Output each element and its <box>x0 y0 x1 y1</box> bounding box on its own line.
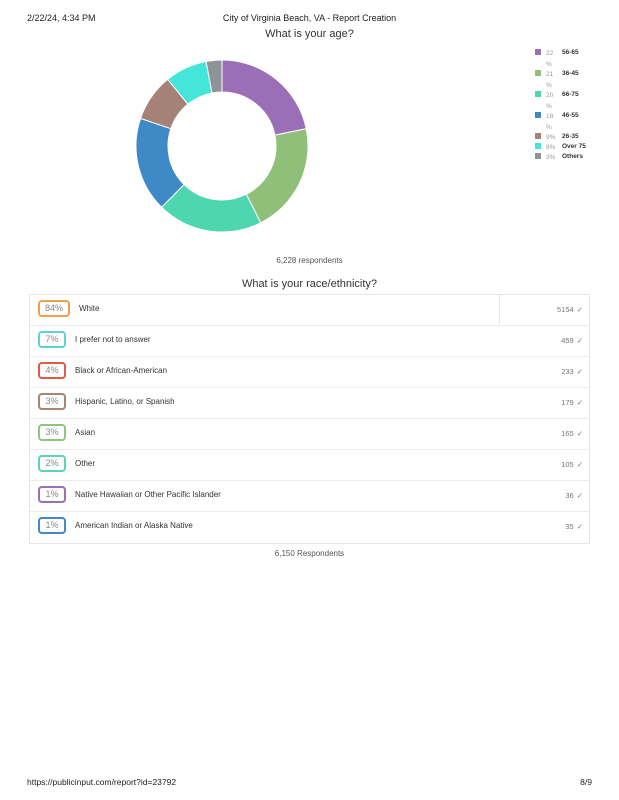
percent-badge: 3% <box>38 424 66 441</box>
donut-slice-36-45[interactable] <box>245 128 309 224</box>
table-row[interactable]: 7% I prefer not to answer 459 ✓ <box>30 326 589 357</box>
count-value: 105 <box>561 460 574 469</box>
count-value: 36 <box>565 491 574 500</box>
page-number: 8/9 <box>580 777 592 787</box>
count-value: 165 <box>561 429 574 438</box>
legend-label: Over 75 <box>562 143 586 150</box>
row-count: 35 ✓ <box>565 522 583 531</box>
row-count: 233 ✓ <box>561 367 583 376</box>
percent-badge: 4% <box>38 362 66 379</box>
row-count: 179 ✓ <box>561 398 583 407</box>
count-value: 179 <box>561 398 574 407</box>
checkmark-icon: ✓ <box>576 491 583 500</box>
checkmark-icon: ✓ <box>576 336 583 345</box>
legend-percent: 8% <box>546 144 556 151</box>
checkmark-icon: ✓ <box>576 522 583 531</box>
table-row[interactable]: 1% American Indian or Alaska Native 35 ✓ <box>30 512 589 543</box>
row-count: 5154 ✓ <box>557 305 583 314</box>
checkmark-icon: ✓ <box>576 429 583 438</box>
footer-url[interactable]: https://publicinput.com/report?id=23792 <box>27 777 177 787</box>
row-count: 459 ✓ <box>561 336 583 345</box>
legend-percent: 18 % <box>546 113 554 131</box>
percent-badge: 2% <box>38 455 66 472</box>
age-respondents: 6,228 respondents <box>276 256 343 265</box>
column-divider <box>499 295 500 325</box>
checkmark-icon: ✓ <box>576 398 583 407</box>
table-row[interactable]: 4% Black or African-American 233 ✓ <box>30 357 589 388</box>
row-count: 105 ✓ <box>561 460 583 469</box>
legend-percent: 3% <box>546 154 556 161</box>
legend-label: 36-45 <box>562 70 579 77</box>
checkmark-icon: ✓ <box>576 305 583 314</box>
print-datetime: 2/22/24, 4:34 PM <box>27 13 96 23</box>
legend-percent: 21 % <box>546 71 554 89</box>
race-question-title: What is your race/ethnicity? <box>241 278 378 290</box>
table-row[interactable]: 3% Asian 165 ✓ <box>30 419 589 450</box>
checkmark-icon: ✓ <box>576 367 583 376</box>
race-table: 84% White 5154 ✓ 7% I prefer not to answer 459… <box>29 294 590 544</box>
checkmark-icon: ✓ <box>576 460 583 469</box>
table-row[interactable]: 3% Hispanic, Latino, or Spanish 179 ✓ <box>30 388 589 419</box>
donut-slice-56-65[interactable] <box>221 59 307 136</box>
percent-badge: 3% <box>38 393 66 410</box>
count-value: 459 <box>561 336 574 345</box>
legend-percent: 20 % <box>546 92 554 110</box>
row-label: American Indian or Alaska Native <box>75 521 193 530</box>
row-label: White <box>79 304 100 313</box>
legend-label: 56-65 <box>562 49 579 56</box>
row-label: Native Hawaiian or Other Pacific Islande… <box>75 490 221 499</box>
percent-badge: 1% <box>38 486 66 503</box>
table-row[interactable]: 2% Other 105 ✓ <box>30 450 589 481</box>
donut-slice-others[interactable] <box>205 59 223 94</box>
count-value: 5154 <box>557 305 574 314</box>
legend-swatch <box>535 153 541 159</box>
legend-swatch <box>535 143 541 149</box>
legend-percent: 9% <box>546 134 556 141</box>
row-label: Other <box>75 459 96 468</box>
row-label: I prefer not to answer <box>75 335 151 344</box>
legend-label: 26-35 <box>562 133 579 140</box>
count-value: 35 <box>565 522 574 531</box>
table-row[interactable]: 1% Native Hawaiian or Other Pacific Islan… <box>30 481 589 512</box>
count-value: 233 <box>561 367 574 376</box>
legend-label: 66-75 <box>562 91 579 98</box>
legend-swatch <box>535 49 541 55</box>
legend-swatch <box>535 112 541 118</box>
row-count: 165 ✓ <box>561 429 583 438</box>
legend-label: 46-55 <box>562 112 579 119</box>
legend-swatch <box>535 133 541 139</box>
report-header-title: City of Virginia Beach, VA - Report Crea… <box>222 13 397 23</box>
legend-swatch <box>535 70 541 76</box>
row-label: Black or African-American <box>75 366 168 375</box>
legend-label: Others <box>562 153 583 160</box>
age-donut-chart <box>135 59 309 233</box>
percent-badge: 84% <box>38 300 70 317</box>
legend-percent: 22 % <box>546 50 554 68</box>
race-respondents: 6,150 Respondents <box>274 549 345 558</box>
row-label: Hispanic, Latino, or Spanish <box>75 397 175 406</box>
percent-badge: 7% <box>38 331 66 348</box>
percent-badge: 1% <box>38 517 66 534</box>
legend-swatch <box>535 91 541 97</box>
table-row[interactable]: 84% White 5154 ✓ <box>30 295 589 326</box>
row-count: 36 ✓ <box>565 491 583 500</box>
age-question-title: What is your age? <box>265 28 354 40</box>
row-label: Asian <box>75 428 96 437</box>
